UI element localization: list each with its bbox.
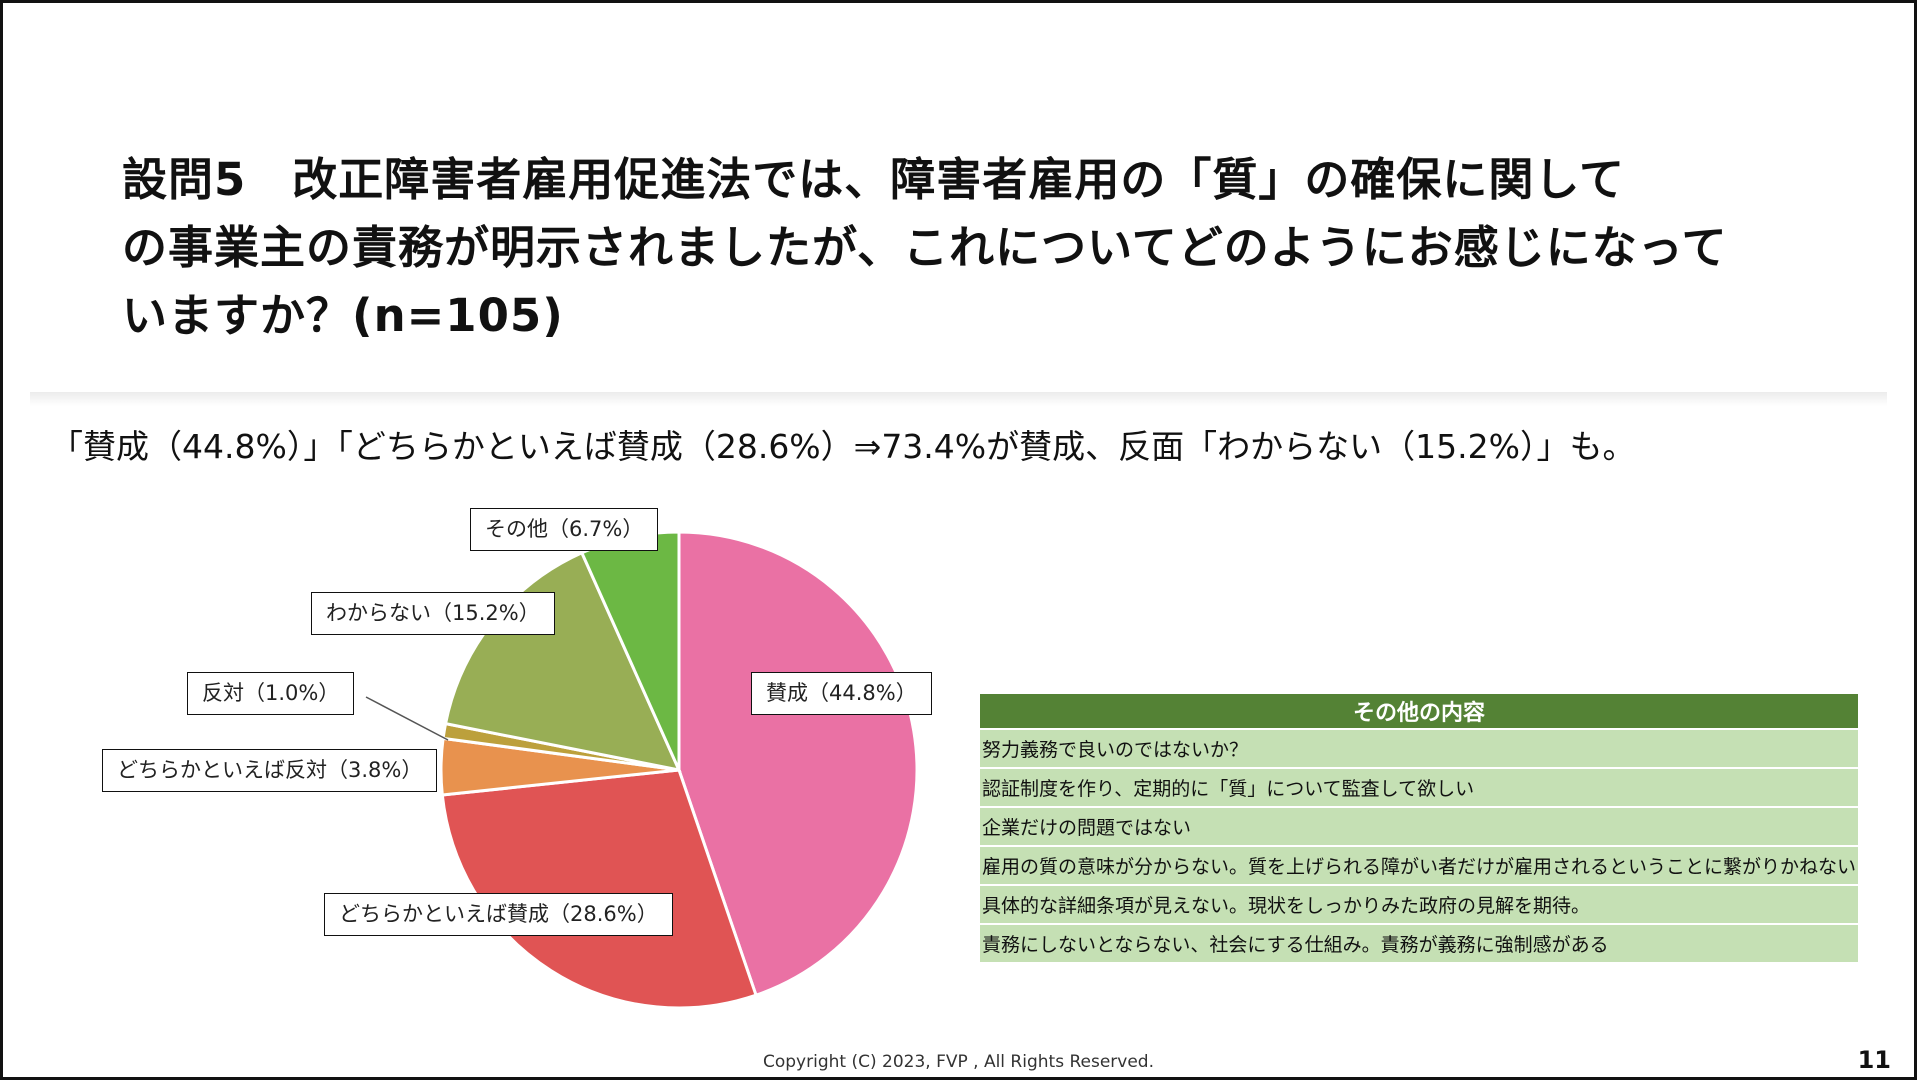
table-cell: 責務にしないとならない、社会にする仕組み。責務が義務に強制感がある: [980, 923, 1859, 962]
title-line-3: いますか？(n=105): [122, 289, 564, 342]
table-row: 責務にしないとならない、社会にする仕組み。責務が義務に強制感がある: [980, 923, 1859, 962]
leader-lines-group: [365, 696, 449, 741]
pie-slices-group: [439, 530, 919, 1010]
title-line-2: の事業主の責務が明示されましたが、これについてどのようにお感じになって: [122, 221, 1728, 274]
copyright-footer: Copyright (C) 2023, FVP , All Rights Res…: [763, 1052, 1154, 1072]
table-row: 雇用の質の意味が分からない。質を上げられる障がい者だけが雇用されるということに繋…: [980, 845, 1859, 885]
table-cell: 認証制度を作り、定期的に「質」について監査して欲しい: [980, 767, 1859, 807]
title-divider-shadow: [30, 392, 1887, 406]
table-header-row: その他の内容: [980, 694, 1859, 729]
summary-text: 「賛成（44.8%）」「どちらかといえば賛成（28.6%）⇒73.4%が賛成、反…: [50, 427, 1636, 466]
pie-label-agree: 賛成（44.8%）: [751, 672, 932, 715]
other-responses-table: その他の内容 努力義務で良いのではないか？ 認証制度を作り、定期的に「質」につい…: [980, 694, 1859, 962]
pie-slice-agree: [677, 530, 919, 998]
table-row: 努力義務で良いのではないか？: [980, 728, 1859, 768]
pie-slice-somewhat-agree: [440, 768, 758, 1010]
page-number: 11: [1857, 1046, 1891, 1074]
leader-line-disagree: [365, 696, 449, 741]
pie-label-dont-know: わからない（15.2%）: [311, 592, 555, 635]
table-cell: 企業だけの問題ではない: [980, 806, 1859, 846]
table-cell: 努力義務で良いのではないか？: [980, 728, 1859, 768]
table-row: 認証制度を作り、定期的に「質」について監査して欲しい: [980, 767, 1859, 807]
table-row: 具体的な詳細条項が見えない。現状をしっかりみた政府の見解を期待。: [980, 884, 1859, 924]
pie-label-somewhat-agree: どちらかといえば賛成（28.6%）: [324, 893, 673, 936]
pie-label-somewhat-disagree: どちらかといえば反対（3.8%）: [102, 749, 438, 792]
pie-label-other: その他（6.7%）: [470, 508, 659, 551]
title-line-1: 設問5 改正障害者雇用促進法では、障害者雇用の「質」の確保に関して: [122, 153, 1625, 206]
question-title: 設問5 改正障害者雇用促進法では、障害者雇用の「質」の確保に関して の事業主の責…: [122, 146, 1762, 350]
pie-label-disagree: 反対（1.0%）: [187, 672, 355, 715]
table-cell: 雇用の質の意味が分からない。質を上げられる障がい者だけが雇用されるということに繋…: [980, 845, 1859, 885]
table-row: 企業だけの問題ではない: [980, 806, 1859, 846]
table-cell: 具体的な詳細条項が見えない。現状をしっかりみた政府の見解を期待。: [980, 884, 1859, 924]
table-header: その他の内容: [980, 694, 1859, 729]
